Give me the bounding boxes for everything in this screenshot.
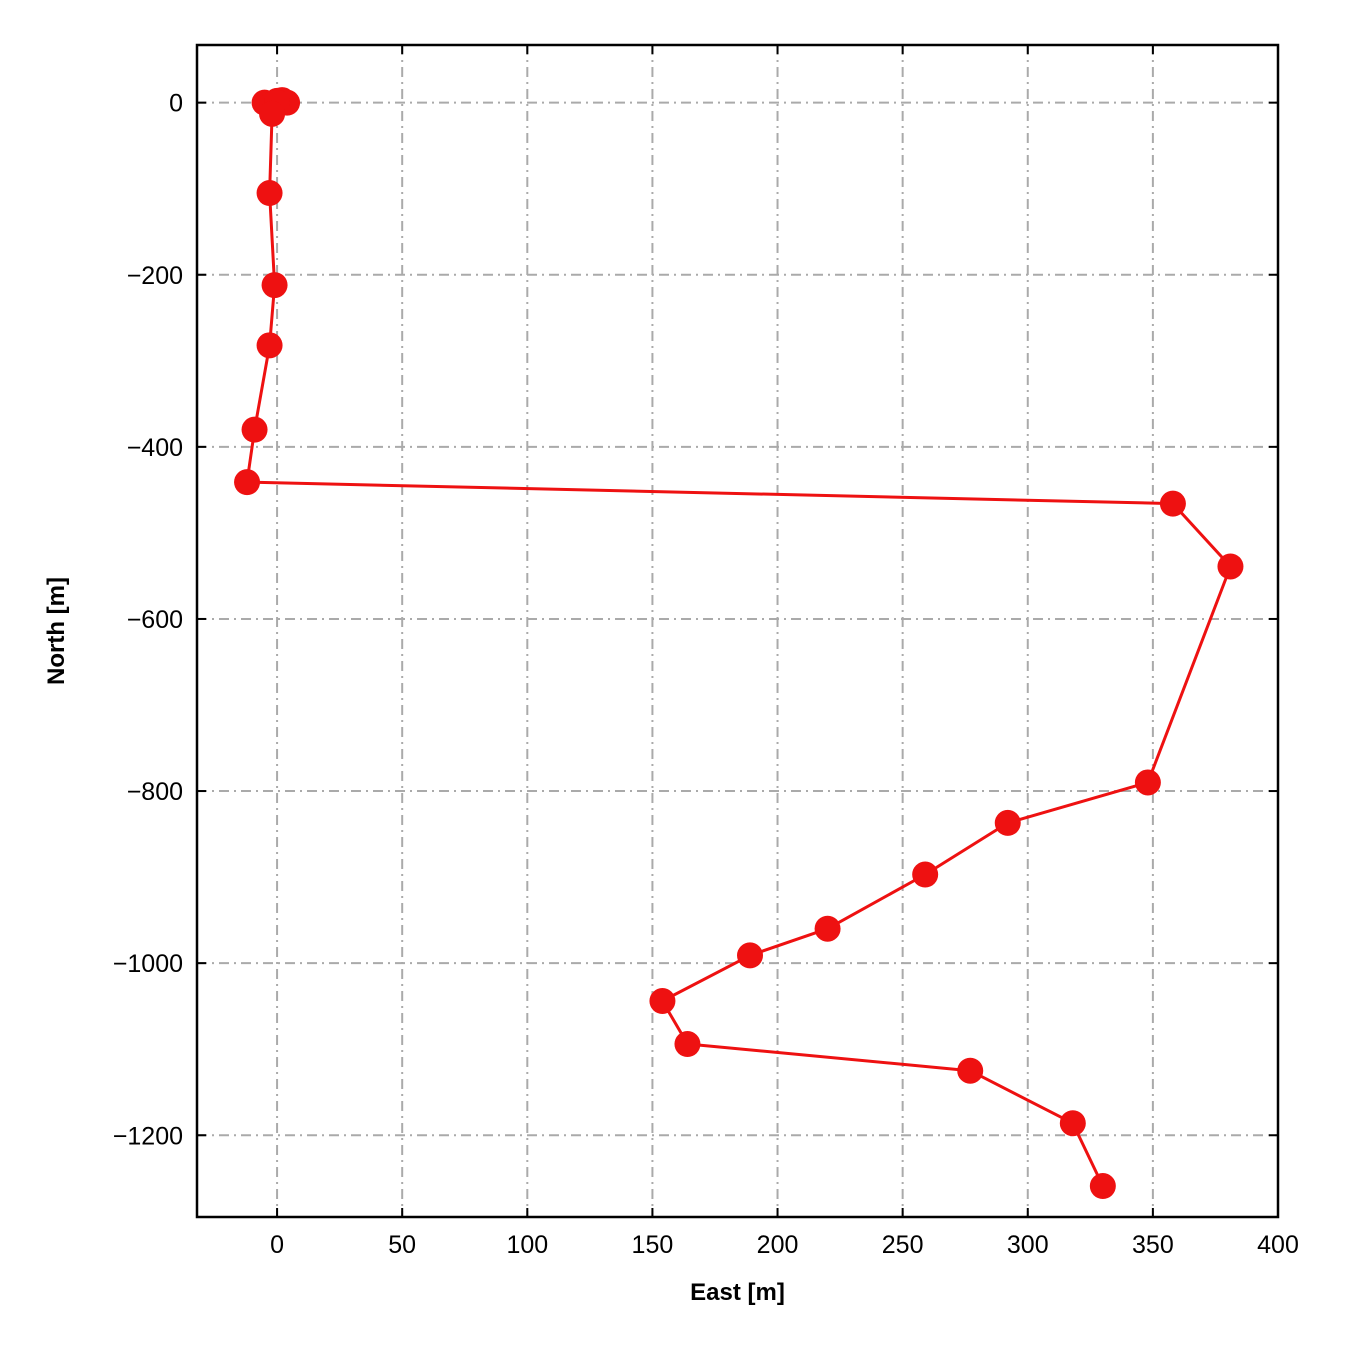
data-point bbox=[912, 861, 939, 888]
tick-labels: 0 50 100 150 200 250 300 350 400 0 −200 −400 −600 −80… bbox=[113, 90, 1299, 1259]
data-point bbox=[256, 332, 283, 359]
series-layer bbox=[234, 87, 1244, 1200]
x-tick-label: 400 bbox=[1257, 1231, 1299, 1259]
x-tick-label: 200 bbox=[757, 1231, 799, 1259]
data-point bbox=[259, 100, 286, 127]
data-point bbox=[1134, 769, 1161, 796]
x-tick-label: 350 bbox=[1132, 1231, 1174, 1259]
y-tick-label: 0 bbox=[169, 90, 183, 118]
x-tick-label: 250 bbox=[882, 1231, 924, 1259]
data-point bbox=[1089, 1173, 1116, 1200]
data-point bbox=[261, 272, 288, 299]
y-tick-label: −1000 bbox=[113, 950, 183, 978]
data-point bbox=[241, 416, 268, 443]
plot-frame bbox=[195, 43, 1280, 1219]
ticks bbox=[197, 45, 1279, 1217]
data-point bbox=[1059, 1110, 1086, 1137]
data-point bbox=[1159, 490, 1186, 517]
data-point bbox=[674, 1031, 701, 1058]
y-tick-label: −800 bbox=[127, 778, 183, 806]
data-point bbox=[994, 809, 1021, 836]
x-axis-label: East [m] bbox=[690, 1279, 785, 1306]
data-point bbox=[234, 469, 261, 496]
series-line bbox=[245, 98, 1232, 1187]
data-point bbox=[256, 180, 283, 207]
grid bbox=[197, 45, 1279, 1217]
y-tick-label: −1200 bbox=[113, 1122, 183, 1150]
x-tick-label: 0 bbox=[270, 1231, 284, 1259]
y-tick-label: −200 bbox=[127, 262, 183, 290]
data-point bbox=[1217, 553, 1244, 580]
data-point bbox=[814, 915, 841, 942]
y-tick-label: −600 bbox=[127, 606, 183, 634]
y-tick-label: −400 bbox=[127, 434, 183, 462]
data-point bbox=[737, 942, 764, 969]
x-tick-label: 50 bbox=[388, 1231, 416, 1259]
x-tick-label: 100 bbox=[506, 1231, 548, 1259]
data-point bbox=[649, 988, 676, 1015]
x-tick-label: 150 bbox=[632, 1231, 674, 1259]
y-axis-label: North [m] bbox=[43, 577, 70, 685]
x-tick-label: 300 bbox=[1007, 1231, 1049, 1259]
data-point bbox=[957, 1057, 984, 1084]
